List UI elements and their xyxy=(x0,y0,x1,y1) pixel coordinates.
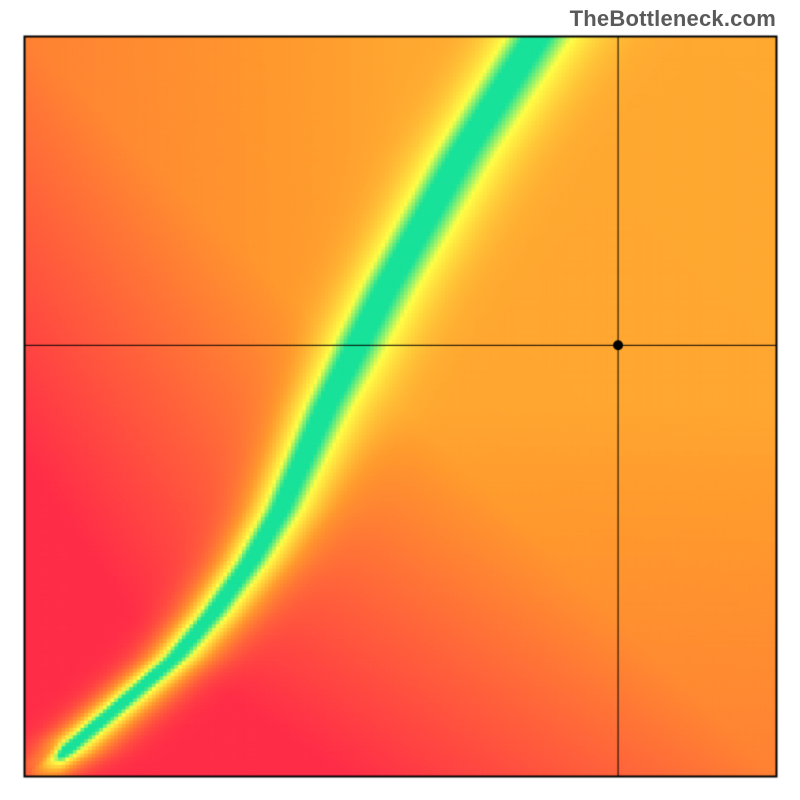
figure-container: TheBottleneck.com xyxy=(0,0,800,800)
attribution-text: TheBottleneck.com xyxy=(570,6,776,32)
bottleneck-heatmap xyxy=(0,0,800,800)
